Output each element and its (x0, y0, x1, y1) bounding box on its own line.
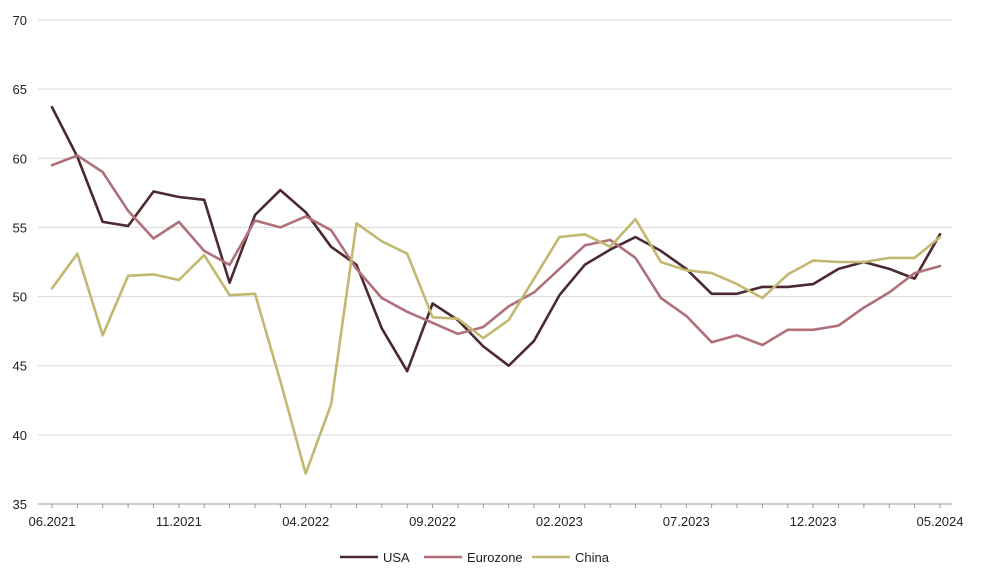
y-tick-label: 50 (13, 290, 27, 305)
series-line-eurozone (50, 154, 942, 347)
series-line-usa (50, 105, 942, 373)
x-tick-label: 05.2024 (917, 514, 964, 529)
legend-item-china: China (532, 550, 610, 565)
legend-label: USA (383, 550, 410, 565)
axes: 35 40 45 50 55 60 65 70 06.2021 11.2021 04.2022 09.… (13, 13, 964, 529)
y-tick-label: 45 (13, 359, 27, 374)
y-tick-label: 65 (13, 82, 27, 97)
x-tick-label: 07.2023 (663, 514, 710, 529)
y-tick-label: 35 (13, 497, 27, 512)
legend-item-eurozone: Eurozone (424, 550, 523, 565)
legend-item-usa: USA (340, 550, 410, 565)
legend: USA Eurozone China (340, 550, 610, 565)
y-tick-label: 60 (13, 151, 27, 166)
series-lines (50, 105, 942, 475)
legend-label: China (575, 550, 610, 565)
x-tick-label: 11.2021 (156, 514, 202, 529)
gridlines (38, 19, 952, 436)
x-tick-label: 06.2021 (29, 514, 76, 529)
x-tick-label: 09.2022 (409, 514, 456, 529)
y-tick-label: 70 (13, 13, 27, 28)
y-tick-label: 55 (13, 220, 27, 235)
y-tick-label: 40 (13, 428, 27, 443)
x-tick-label: 02.2023 (536, 514, 583, 529)
legend-label: Eurozone (467, 550, 523, 565)
series-line-china (50, 217, 942, 475)
x-tick-label: 12.2023 (790, 514, 837, 529)
x-tick-label: 04.2022 (282, 514, 329, 529)
